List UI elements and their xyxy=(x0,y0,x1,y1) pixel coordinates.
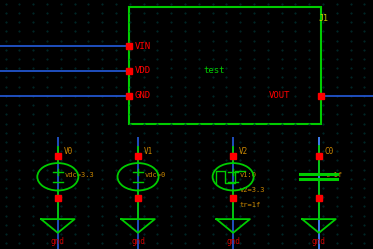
Text: GND: GND xyxy=(134,91,150,100)
Text: vdc=0: vdc=0 xyxy=(145,172,166,179)
Text: gnd: gnd xyxy=(51,237,65,246)
Text: VIN: VIN xyxy=(134,42,150,51)
Text: C0: C0 xyxy=(325,147,334,156)
Text: V2: V2 xyxy=(239,147,248,156)
Text: V1: V1 xyxy=(144,147,153,156)
Text: VOUT: VOUT xyxy=(269,91,290,100)
Text: gnd: gnd xyxy=(312,237,326,246)
Text: V0: V0 xyxy=(63,147,73,156)
Text: vdc=3.3: vdc=3.3 xyxy=(65,172,94,179)
Text: gnd: gnd xyxy=(131,237,145,246)
Text: VDD: VDD xyxy=(134,66,150,75)
Bar xyxy=(129,7,321,124)
Text: test: test xyxy=(203,66,225,75)
Text: J1: J1 xyxy=(319,14,329,23)
Text: c=1f: c=1f xyxy=(326,172,343,179)
Text: gnd: gnd xyxy=(226,237,240,246)
Text: tr=1f: tr=1f xyxy=(240,202,261,208)
Text: v2=3.3: v2=3.3 xyxy=(240,187,265,193)
Text: v1:0: v1:0 xyxy=(240,172,257,179)
